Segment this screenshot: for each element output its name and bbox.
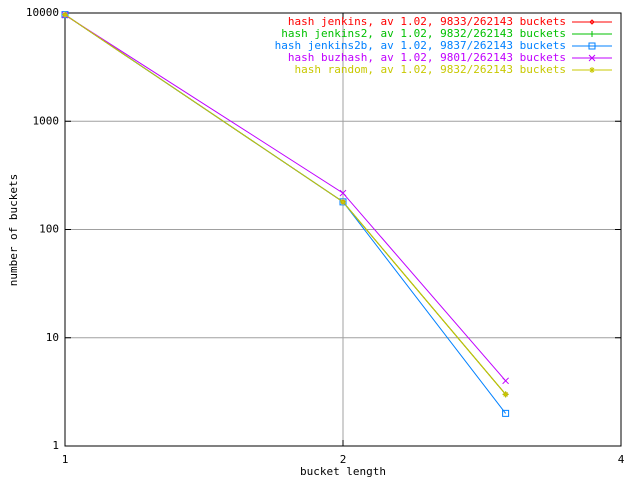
legend-label: hash jenkins2, av 1.02, 9832/262143 buck… <box>281 27 566 40</box>
plot-border <box>64 12 622 447</box>
point-marker <box>588 42 596 50</box>
point-marker <box>339 189 347 197</box>
point-marker <box>589 67 595 73</box>
y-tick-label: 10 <box>46 331 59 344</box>
x-axis-label: bucket length <box>300 465 386 478</box>
y-tick-label: 10000 <box>26 6 59 19</box>
legend-label: hash random, av 1.02, 9832/262143 bucket… <box>294 63 566 76</box>
x-tick-label: 1 <box>62 453 69 466</box>
x-tick-label: 4 <box>618 453 625 466</box>
y-tick-label: 100 <box>39 223 59 236</box>
point-marker <box>340 198 346 205</box>
legend-label: hash jenkins2b, av 1.02, 9837/262143 buc… <box>275 39 566 52</box>
point-marker <box>588 54 596 62</box>
point-marker <box>502 409 510 417</box>
legend-label: hash buzhash, av 1.02, 9801/262143 bucke… <box>288 51 566 64</box>
point-marker <box>502 391 509 398</box>
y-tick-label: 1000 <box>33 114 60 127</box>
y-tick-label: 1 <box>52 439 59 452</box>
point-marker <box>62 11 68 18</box>
point-marker <box>589 31 595 37</box>
x-tick-label: 2 <box>340 453 347 466</box>
point-marker <box>502 377 509 385</box>
point-marker <box>589 19 595 25</box>
y-axis-label: number of buckets <box>7 174 20 287</box>
legend-label: hash jenkins, av 1.02, 9833/262143 bucke… <box>288 15 566 28</box>
